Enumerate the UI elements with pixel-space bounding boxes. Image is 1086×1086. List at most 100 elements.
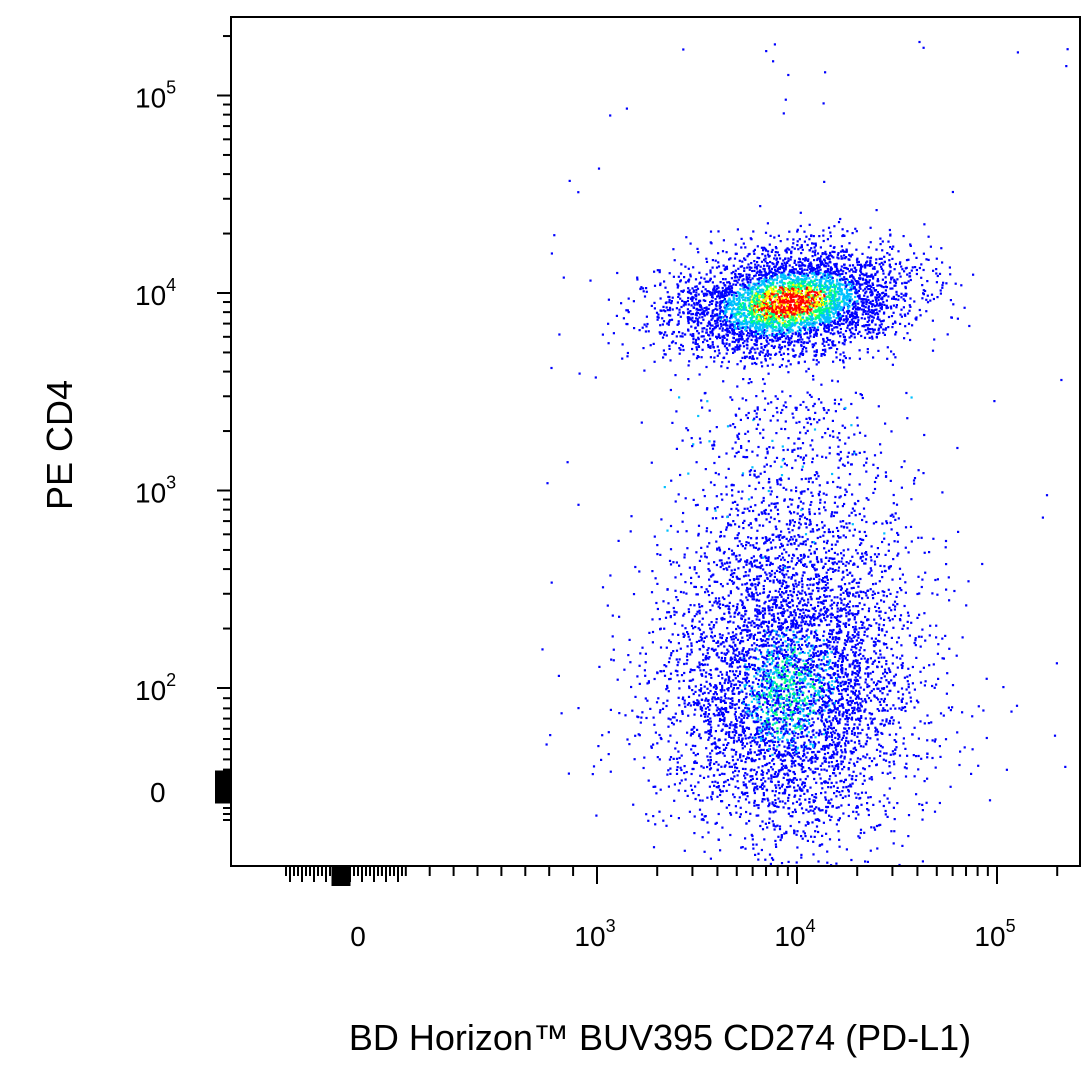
event-dot [783,832,786,835]
event-dot [872,303,875,306]
event-dot [770,687,773,691]
event-dot [864,282,868,285]
event-dot [801,353,804,356]
event-dot [764,254,767,257]
event-dot [839,305,842,309]
event-dot [697,302,700,305]
event-dot [836,641,839,644]
event-dot [941,261,944,264]
event-dot [809,287,812,291]
event-dot [797,333,800,336]
event-dot [787,316,790,319]
event-dot [774,313,777,317]
event-dot [753,260,756,263]
event-dot [793,274,796,277]
event-dot [813,251,816,254]
event-dot [802,278,805,281]
event-dot [765,711,768,715]
event-dot [795,300,799,303]
event-dot [846,312,850,315]
event-dot [597,745,600,748]
event-dot [819,305,822,308]
event-dot [792,778,795,781]
event-dot [837,287,840,290]
event-dot [817,293,820,296]
event-dot [766,273,769,276]
event-dot [813,279,816,283]
event-dot [694,278,698,281]
event-dot [792,298,795,301]
event-dot [727,650,730,653]
event-dot [828,258,831,261]
event-dot [775,257,779,260]
event-dot [887,326,890,329]
event-dot [902,742,905,745]
event-dot [689,318,692,321]
event-dot [754,333,757,336]
event-dot [900,296,903,299]
event-dot [695,295,698,298]
event-dot [775,279,778,282]
event-dot [884,285,887,288]
event-dot [783,462,786,465]
event-dot [739,806,742,809]
event-dot [896,666,899,669]
event-dot [853,682,856,685]
event-dot [787,259,790,262]
event-dot [818,235,821,238]
event-dot [815,275,818,278]
event-dot [753,312,756,315]
event-dot [639,287,642,291]
event-dot [742,342,745,345]
event-dot [858,286,861,289]
event-dot [764,278,768,281]
event-dot [806,323,809,326]
event-dot [889,270,892,273]
event-dot [839,335,842,338]
event-dot [750,564,753,567]
event-dot [744,288,747,292]
event-dot [725,287,728,290]
event-dot [747,313,750,316]
event-dot [745,321,748,324]
event-dot [800,492,803,495]
event-dot [783,303,786,306]
event-dot [747,289,750,292]
event-dot [661,323,664,326]
event-dot [789,293,792,296]
event-dot [855,315,858,319]
event-dot [838,275,841,278]
event-dot [780,335,783,338]
event-dot [673,259,676,262]
event-dot [777,625,780,628]
event-dot [760,273,763,276]
event-dot [792,308,795,311]
event-dot [868,323,871,326]
event-dot [935,268,938,271]
event-dot [888,263,891,266]
event-dot [828,282,831,285]
event-dot [802,285,805,288]
event-dot [747,304,751,307]
event-dot [824,316,827,319]
event-dot [743,304,746,307]
event-dot [754,292,758,295]
event-dot [888,619,891,622]
event-dot [904,546,907,549]
event-dot [745,329,748,332]
event-dot [756,584,759,587]
event-dot [736,666,739,669]
event-dot [689,333,692,336]
event-dot [895,331,898,334]
event-dot [800,280,803,283]
event-dot [824,319,827,322]
event-dot [654,577,657,580]
event-dot [754,331,757,334]
event-dot [763,314,766,317]
event-dot [869,699,873,702]
event-dot [836,330,839,333]
event-dot [679,720,682,723]
event-dot [871,299,874,302]
event-dot [878,295,881,299]
event-dot [876,278,879,281]
